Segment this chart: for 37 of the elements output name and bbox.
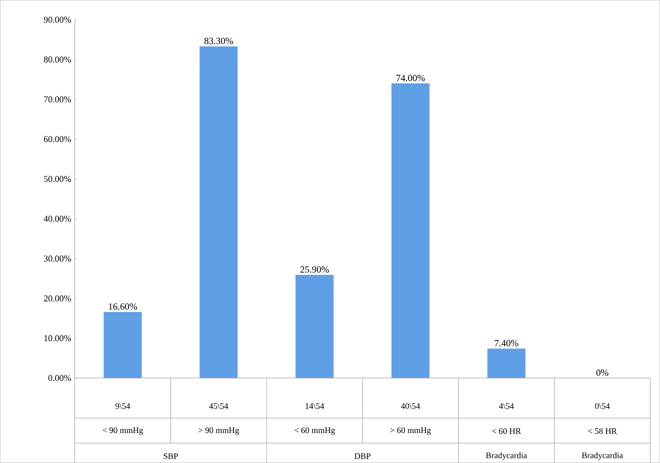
x-tick-label: 0\54 bbox=[595, 403, 610, 409]
y-tick-label: 50.00% bbox=[44, 176, 71, 182]
text: Bradycardia bbox=[582, 452, 623, 460]
text: < 90 mmHg bbox=[102, 427, 144, 435]
y-tick-label: 80.00% bbox=[44, 56, 71, 62]
data-label: 16.60% bbox=[108, 303, 138, 310]
text: < 60 mmHg bbox=[294, 427, 335, 435]
bar bbox=[200, 46, 238, 378]
text: > 90 mmHg bbox=[198, 427, 240, 435]
y-tick-label: 10.00% bbox=[44, 335, 71, 342]
text: < 60 HR bbox=[492, 428, 522, 434]
y-tick-label: 30.00% bbox=[44, 255, 71, 262]
y-tick-label: 40.00% bbox=[44, 216, 71, 222]
data-label: 74.00% bbox=[396, 74, 425, 82]
data-label: 7.40% bbox=[494, 340, 518, 346]
x-tick-label: 4\54 bbox=[499, 403, 514, 409]
bar bbox=[296, 274, 334, 378]
y-tick-label: 60.00% bbox=[44, 136, 71, 142]
bar bbox=[391, 83, 430, 378]
data-label: 25.90% bbox=[300, 266, 329, 273]
data-label: 0% bbox=[596, 369, 608, 376]
x-tick-label: 9\54 bbox=[115, 403, 130, 409]
data-label: 83.30% bbox=[204, 38, 233, 44]
text: DBP bbox=[354, 453, 370, 459]
x-tick-label: 40\54 bbox=[401, 403, 420, 409]
y-tick-label: 20.00% bbox=[44, 295, 71, 302]
text: < 58 HR bbox=[588, 428, 617, 434]
text: SBP bbox=[164, 453, 178, 459]
y-tick-label: 0.00% bbox=[48, 374, 71, 381]
bar bbox=[487, 348, 526, 378]
y-tick-label: 90.00% bbox=[44, 16, 71, 23]
x-tick-label: 14\54 bbox=[306, 403, 324, 409]
bar bbox=[104, 312, 142, 378]
x-tick-label: 45\54 bbox=[209, 403, 228, 409]
text: > 60 mmHg bbox=[390, 427, 431, 435]
y-tick-label: 70.00% bbox=[44, 96, 71, 102]
text: Bradycardia bbox=[486, 452, 528, 460]
